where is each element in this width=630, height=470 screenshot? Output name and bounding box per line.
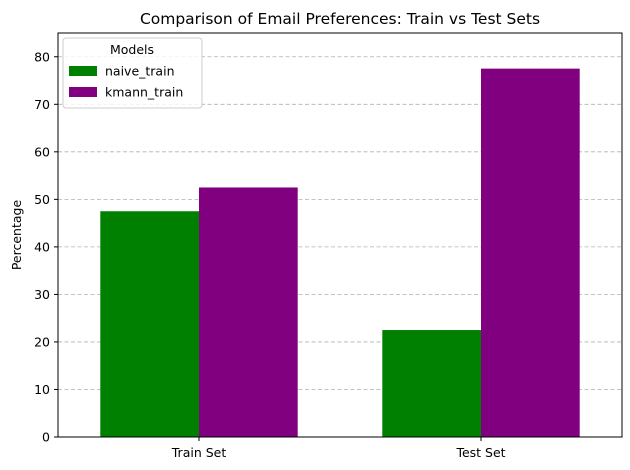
plot-area-frame: [57, 32, 623, 438]
legend-label-kmann_train: kmann_train: [105, 85, 183, 100]
y-tick-label: 30: [34, 287, 50, 302]
y-tick-label: 20: [34, 334, 50, 349]
x-axis: Train Set Test Set: [171, 437, 506, 460]
y-tick-label: 80: [34, 49, 50, 64]
bar-kmann_train-1: [481, 68, 580, 437]
y-tick-label: 10: [34, 382, 50, 397]
y-axis-label: Percentage: [9, 200, 24, 271]
bars: [100, 68, 580, 437]
x-tick-label: Test Set: [455, 445, 505, 460]
y-tick-label: 0: [42, 430, 50, 445]
y-tick-label: 70: [34, 97, 50, 112]
bar-naive_train-1: [382, 330, 481, 437]
legend-swatch-kmann_train: [69, 87, 97, 97]
bar-kmann_train-0: [199, 187, 298, 437]
y-tick-label: 50: [34, 192, 50, 207]
x-tick-label: Train Set: [171, 445, 227, 460]
y-tick-label: 40: [34, 239, 50, 254]
legend-box: [62, 37, 203, 109]
y-axis: 0 10 20 30 40 50 60 70 80: [34, 49, 58, 445]
y-tick-label: 60: [34, 144, 50, 159]
bar-naive_train-0: [100, 211, 199, 437]
chart-title: Comparison of Email Preferences: Train v…: [140, 10, 540, 28]
legend-swatch-naive_train: [69, 66, 97, 76]
legend-title: Models: [110, 42, 154, 57]
legend: Models naive_train kmann_train: [62, 37, 203, 109]
legend-label-naive_train: naive_train: [105, 64, 175, 79]
